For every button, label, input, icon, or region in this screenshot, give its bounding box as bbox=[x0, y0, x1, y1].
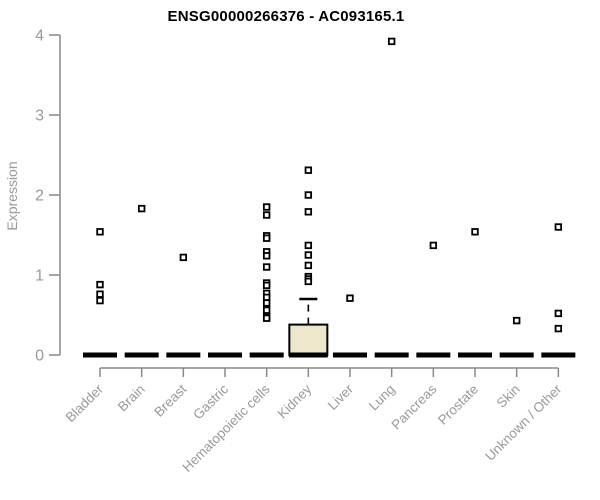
data-point bbox=[346, 294, 354, 302]
median-bar bbox=[208, 352, 243, 358]
x-category-label: Unknown / Other bbox=[482, 381, 565, 464]
x-category-label: Prostate bbox=[435, 382, 481, 428]
data-point bbox=[471, 228, 479, 236]
data-point bbox=[304, 241, 313, 250]
y-tick-label: 0 bbox=[35, 348, 44, 365]
data-point bbox=[96, 296, 104, 305]
data-point bbox=[387, 37, 396, 46]
data-point bbox=[554, 309, 563, 318]
data-point bbox=[304, 277, 313, 286]
data-point bbox=[262, 211, 271, 219]
data-point bbox=[179, 253, 188, 262]
data-point bbox=[304, 251, 313, 259]
median-bar bbox=[333, 352, 368, 358]
data-point bbox=[304, 261, 313, 270]
data-point bbox=[96, 280, 104, 289]
x-category-label: Bladder bbox=[63, 381, 107, 425]
x-category-label: Kidney bbox=[275, 381, 315, 421]
median-bar bbox=[124, 352, 159, 358]
data-point bbox=[262, 306, 271, 314]
x-category-label: Skin bbox=[494, 382, 523, 411]
y-tick-label: 2 bbox=[35, 188, 44, 205]
data-point bbox=[262, 299, 271, 307]
y-tick-label: 3 bbox=[35, 108, 44, 125]
data-point bbox=[262, 252, 271, 260]
boxplot-box bbox=[288, 323, 329, 357]
y-tick-label: 4 bbox=[35, 28, 44, 45]
data-point bbox=[429, 241, 438, 250]
median-bar bbox=[416, 352, 451, 358]
data-point bbox=[512, 316, 521, 325]
data-point bbox=[262, 314, 271, 322]
x-category-label: Gastric bbox=[190, 381, 231, 422]
data-point bbox=[137, 204, 146, 213]
median-bar bbox=[288, 352, 328, 358]
x-category-label: Liver bbox=[325, 381, 357, 413]
chart-title: ENSG00000266376 - AC093165.1 bbox=[167, 8, 405, 25]
data-point bbox=[262, 203, 271, 211]
data-point bbox=[304, 208, 313, 216]
y-axis-label: Expression bbox=[4, 161, 20, 231]
x-category-label: Pancreas bbox=[389, 381, 440, 432]
data-point bbox=[304, 191, 313, 199]
x-category-label: Lung bbox=[366, 382, 398, 414]
data-point bbox=[96, 290, 104, 298]
data-point bbox=[262, 281, 271, 290]
data-point bbox=[262, 234, 271, 242]
median-bar bbox=[249, 352, 284, 358]
y-tick-label: 1 bbox=[35, 268, 44, 285]
median-bar bbox=[541, 352, 576, 358]
median-bar bbox=[374, 352, 409, 358]
x-category-label: Breast bbox=[151, 381, 189, 419]
data-point bbox=[554, 324, 563, 333]
data-point bbox=[96, 228, 104, 236]
median-bar bbox=[458, 352, 493, 358]
data-point bbox=[262, 263, 271, 271]
median-bar bbox=[499, 352, 534, 358]
data-point bbox=[304, 166, 313, 174]
median-bar bbox=[83, 352, 117, 358]
median-bar bbox=[166, 352, 201, 358]
data-point bbox=[554, 223, 563, 231]
x-category-label: Brain bbox=[115, 382, 148, 415]
